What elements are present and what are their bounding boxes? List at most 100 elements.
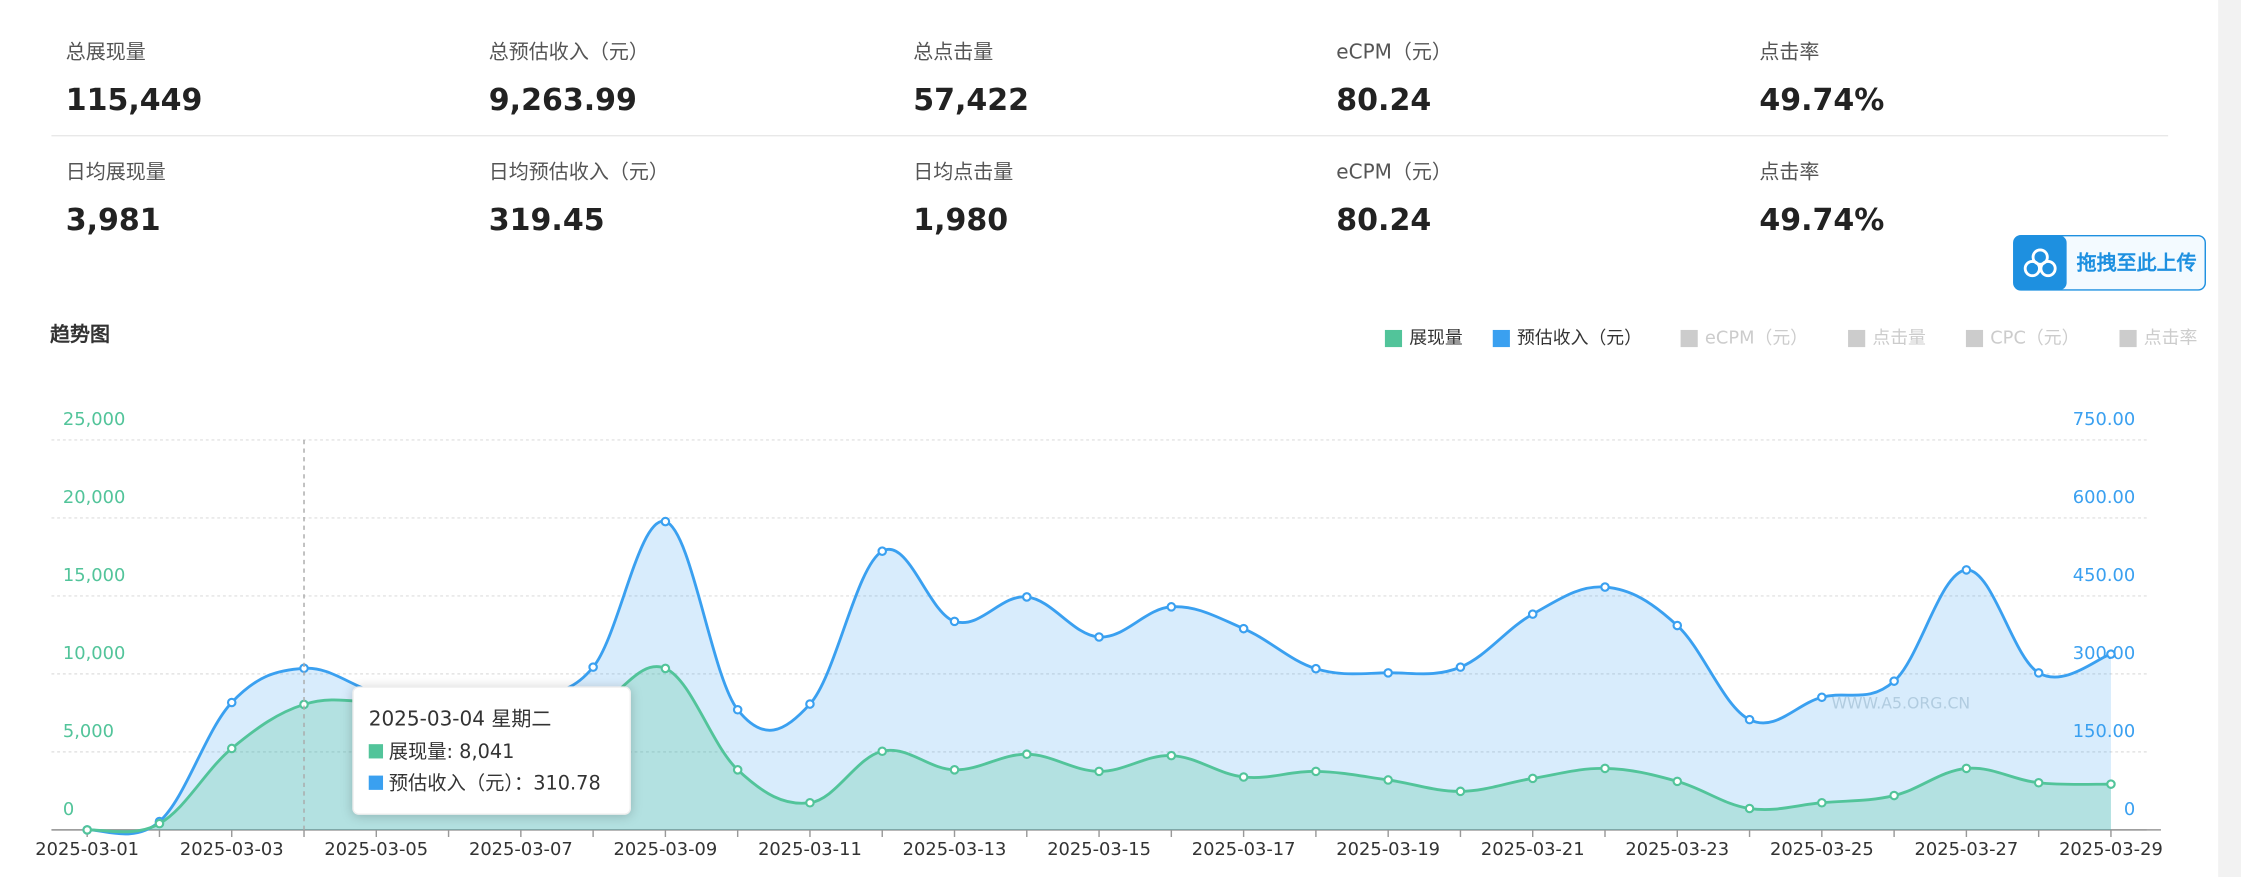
plot: 0 5,000 10,000 15,000 20,000 25,000 0 150.00 300… [35,328,2197,860]
legend-swatch [1848,329,1866,348]
x-tick-label: 2025-03-07 [469,839,573,860]
upload-icon [2031,248,2049,266]
x-tick-label: 2025-03-09 [614,839,718,860]
point [2106,779,2116,789]
point [1166,750,1177,761]
x-tick-label: 2025-03-23 [1625,839,1729,860]
watermark: WWW.A5.ORG.CN [1832,694,1971,713]
point [154,818,165,829]
y-tick-label: 10,000 [63,643,125,664]
point [1744,714,1755,725]
point [1817,797,1827,808]
point [1238,772,1249,782]
point [660,663,671,674]
stat-value: 49.74% [1759,83,1884,118]
point [1021,749,1032,760]
point [1961,565,1972,575]
point [1311,766,1321,777]
upload-button[interactable]: 拖拽至此上传 [2013,234,2206,291]
legend-swatch [2119,329,2137,348]
legend-label: 点击率 [2144,328,2198,349]
legend-swatch [1680,329,1698,348]
side-strip [2218,0,2241,877]
stat-label: 点击率 [1759,39,1819,63]
y2-tick-label: 300.00 [2073,643,2135,664]
x-tick-label: 2025-03-29 [2059,839,2163,860]
x-tick-label: 2025-03-03 [180,839,284,860]
y-tick-label: 15,000 [63,565,125,586]
x-tick-label: 2025-03-15 [1047,839,1151,860]
point [949,765,960,775]
x-tick-label: 2025-03-17 [1192,839,1296,860]
legend-swatch [1384,329,1403,348]
point [82,825,92,835]
legend-label: eCPM（元） [1705,328,1808,349]
tooltip-title: 2025-03-04 星期二 [369,706,552,730]
point [1021,592,1032,602]
stat-label: 日均预估收入（元） [489,159,669,183]
y2-tick-label: 150.00 [2073,721,2135,742]
point [805,699,815,709]
y2-tick-label: 750.00 [2073,409,2135,430]
point [1889,676,1899,686]
stat-value: 9,263.99 [489,83,637,118]
point [1672,620,1683,631]
y-tick-label: 20,000 [63,487,125,508]
point [2033,777,2044,788]
point [1238,623,1249,634]
stat-value: 3,981 [66,203,161,238]
point [949,616,960,627]
y2-tick-label: 450.00 [2073,565,2135,586]
point [877,746,888,757]
legend-label: 展现量 [1409,328,1463,349]
point [1094,632,1104,642]
point [732,765,743,775]
y-tick-label: 0 [63,799,74,820]
point [1672,776,1683,787]
legend-swatch [1492,329,1510,348]
x-tick-label: 2025-03-21 [1481,839,1585,860]
upload-text[interactable]: 拖拽至此上传 [2077,251,2197,275]
y2-tick-label: 600.00 [2073,487,2135,508]
stat-value: 49.74% [1759,203,1884,238]
stat-value: 1,980 [913,203,1008,238]
point [1311,663,1321,674]
point [1527,773,1538,784]
point [1094,766,1104,777]
x-tick-label: 2025-03-27 [1915,839,2019,860]
x-tick-label: 2025-03-01 [35,839,139,860]
stat-label: 日均点击量 [913,159,1013,183]
y2-tick-label: 0 [2124,799,2135,820]
stat-value: 319.45 [489,203,605,238]
point [1600,763,1610,774]
point [2033,668,2044,678]
stat-value: 57,422 [913,83,1029,118]
point [226,697,237,708]
stat-label: 总点击量 [913,39,993,63]
stat-label: eCPM（元） [1336,39,1452,63]
point [877,546,888,556]
point [1817,692,1827,703]
stat-label: eCPM（元） [1336,159,1452,183]
stat-value: 80.24 [1336,83,1431,118]
point [1383,668,1393,678]
point [1455,786,1466,797]
point [588,662,598,672]
x-tick-label: 2025-03-11 [758,839,862,860]
point [805,797,815,808]
chart-title: 趋势图 [50,322,110,346]
legend-label: 预估收入（元） [1517,328,1642,349]
point [226,743,237,754]
stat-value: 80.24 [1336,203,1431,238]
tooltip-item: 预估收入（元）：310.78 [389,772,601,795]
tooltip-swatch [368,744,384,759]
point [1383,775,1393,785]
upload-icon [2039,259,2057,278]
x-tick-label: 2025-03-19 [1336,839,1440,860]
y-tick-label: 25,000 [63,409,125,430]
stat-label: 总预估收入（元） [489,39,649,63]
point [1166,602,1177,612]
y-tick-label: 5,000 [63,721,114,742]
tooltip-swatch [368,775,384,790]
